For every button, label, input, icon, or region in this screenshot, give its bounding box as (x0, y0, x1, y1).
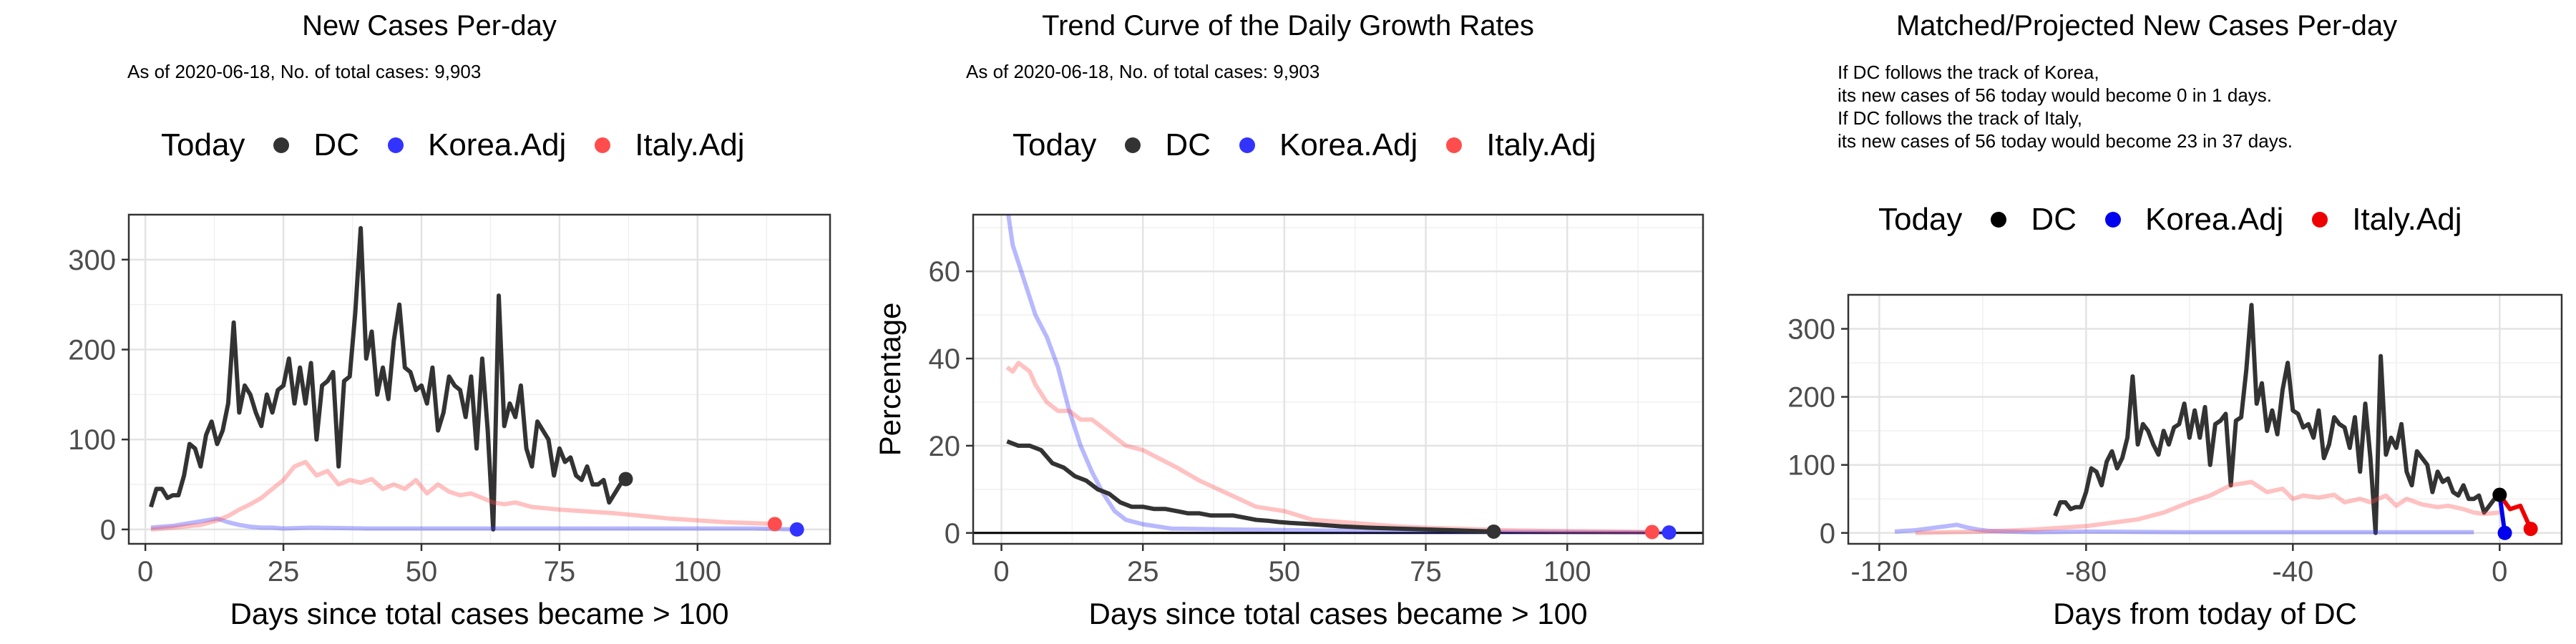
legend-item-italy: Italy.Adj (2312, 202, 2462, 238)
legend-dot-korea (2104, 212, 2121, 228)
x-tick-label: 0 (137, 556, 153, 587)
legend-label-italy: Italy.Adj (1486, 127, 1596, 162)
plot-border (127, 213, 831, 545)
legend: Today DC Korea.Adj Italy.Adj (1013, 127, 1624, 163)
series-line-korea-adj (1894, 522, 2474, 535)
y-tick-label: 100 (1787, 450, 1835, 482)
legend-dot-italy (2312, 212, 2328, 228)
x-tick-label: -40 (2272, 556, 2313, 587)
x-axis-label: Days since total cases became > 100 (230, 597, 729, 630)
legend-dot-italy (1446, 137, 1463, 153)
legend-title: Today (1878, 202, 1963, 237)
series-line-italy-adj-projected (2497, 493, 2533, 530)
plot-border (972, 213, 1704, 545)
today-point-dc (618, 472, 633, 487)
panel-new-cases: New Cases Per-day As of 2020-06-18, No. … (0, 0, 859, 644)
x-tick-label: 0 (2492, 556, 2507, 587)
today-point-korea-adj (789, 522, 804, 537)
legend-item-korea: Korea.Adj (387, 127, 567, 163)
legend-dot-dc (1125, 137, 1141, 153)
y-tick-label: 0 (1820, 518, 1835, 550)
series-line-korea-adj (150, 516, 797, 532)
y-tick-label: 300 (68, 245, 116, 276)
today-point-italy-adj (1644, 525, 1659, 540)
today-point-italy-adj (2523, 522, 2538, 537)
series-line-korea-adj (1006, 215, 1669, 535)
projection-note: If DC follows the track of Korea, its ne… (1838, 62, 2293, 152)
legend-item-italy: Italy.Adj (595, 127, 744, 163)
legend-title: Today (1013, 127, 1097, 162)
legend-label-korea: Korea.Adj (2145, 202, 2284, 237)
legend-dot-dc (273, 137, 290, 153)
legend-item-dc: DC (1991, 202, 2077, 238)
chart-projected-cases: -120 -80 -40 0 0 100 200 300 Days from today of … (1787, 293, 2563, 630)
x-tick-label: 50 (406, 556, 438, 587)
today-point-korea-adj (2497, 525, 2512, 540)
chart-title: New Cases Per-day (302, 10, 557, 42)
chart-title: Matched/Projected New Cases Per-day (1896, 10, 2398, 42)
y-tick-label: 300 (1787, 314, 1835, 346)
legend-item-dc: DC (1125, 127, 1211, 163)
today-point-dc (1486, 524, 1501, 539)
legend-label-dc: DC (2031, 202, 2077, 237)
series-line-italy-adj (150, 459, 775, 532)
chart-subtitle: As of 2020-06-18, No. of total cases: 9,… (966, 61, 1320, 82)
series-line-italy-adj (1915, 479, 2500, 535)
chart-title: Trend Curve of the Daily Growth Rates (1042, 10, 1534, 42)
legend-title: Today (161, 127, 245, 162)
x-tick-label: 75 (544, 556, 576, 587)
legend-label-korea: Korea.Adj (427, 127, 567, 162)
legend-label-dc: DC (313, 127, 359, 162)
x-tick-label: -80 (2065, 556, 2107, 587)
x-axis-label: Days from today of DC (2053, 597, 2357, 630)
legend-label-italy: Italy.Adj (2352, 202, 2462, 237)
chart-subtitle: As of 2020-06-18, No. of total cases: 9,… (127, 61, 482, 82)
y-tick-label: 0 (945, 518, 960, 550)
x-tick-label: 25 (1127, 556, 1159, 587)
y-tick-label: 40 (929, 343, 961, 375)
y-tick-label: 0 (100, 514, 116, 546)
legend-item-italy: Italy.Adj (1446, 127, 1596, 163)
y-tick-label: 200 (1787, 382, 1835, 414)
grid (973, 215, 1703, 544)
plot-border (1847, 293, 2563, 545)
legend-item-korea: Korea.Adj (2104, 202, 2284, 238)
legend-dot-dc (1991, 212, 2007, 228)
series-line-italy-adj (1005, 361, 1652, 535)
legend-item-dc: DC (273, 127, 359, 163)
today-point-dc (2492, 487, 2507, 502)
x-tick-label: 50 (1269, 556, 1301, 587)
y-axis-label: Percentage (873, 303, 907, 457)
today-point-korea-adj (1662, 525, 1677, 540)
y-tick-label: 60 (929, 256, 961, 288)
legend: Today DC Korea.Adj Italy.Adj (1878, 202, 2490, 238)
x-axis-label: Days since total cases became > 100 (1089, 597, 1588, 630)
x-tick-label: 100 (1543, 556, 1591, 587)
legend-item-korea: Korea.Adj (1239, 127, 1418, 163)
panel-projected-cases: Matched/Projected New Cases Per-day If D… (1717, 0, 2576, 644)
grid (129, 215, 830, 544)
chart-growth-rates: 0 25 50 75 100 0 20 40 60 Days since total cases … (873, 213, 1704, 630)
x-tick-label: 25 (268, 556, 300, 587)
x-tick-label: 75 (1410, 556, 1442, 587)
y-tick-label: 20 (929, 431, 961, 462)
y-tick-label: 200 (68, 335, 116, 366)
series-line-dc (1006, 439, 1494, 534)
y-tick-label: 100 (68, 424, 116, 456)
x-tick-label: 100 (673, 556, 721, 587)
x-tick-label: -120 (1850, 556, 1908, 587)
today-point-italy-adj (767, 517, 782, 532)
legend-label-dc: DC (1165, 127, 1211, 162)
chart-new-cases: 0 25 50 75 100 0 100 200 300 Days since total cas… (68, 213, 831, 630)
legend-dot-korea (387, 137, 404, 153)
legend-label-korea: Korea.Adj (1279, 127, 1418, 162)
legend-label-italy: Italy.Adj (635, 127, 745, 162)
legend-dot-korea (1239, 137, 1255, 153)
legend-dot-italy (595, 137, 611, 153)
series-line-dc (149, 225, 628, 532)
series-line-dc (2053, 303, 2502, 535)
legend: Today DC Korea.Adj Italy.Adj (161, 127, 773, 163)
panel-growth-rates: Trend Curve of the Daily Growth Rates As… (859, 0, 1717, 644)
x-tick-label: 0 (993, 556, 1009, 587)
